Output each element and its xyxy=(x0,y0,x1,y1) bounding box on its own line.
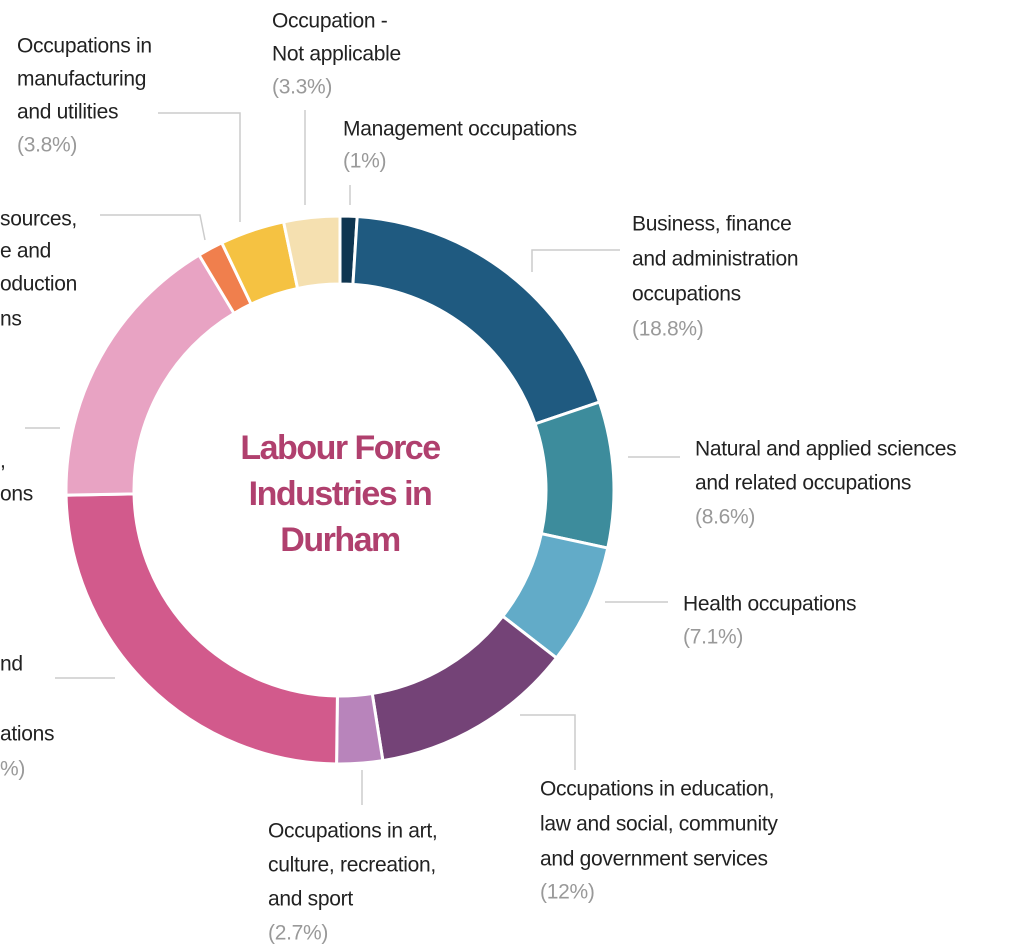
donut-slice xyxy=(370,614,559,763)
slice-label: occupations xyxy=(632,283,741,306)
slice-label: and utilities xyxy=(17,101,118,124)
leader-line xyxy=(520,714,576,770)
slice-label: Occupation - xyxy=(272,10,388,33)
value-label: (2.7%) xyxy=(268,922,328,945)
slice-label: Business, finance xyxy=(632,213,792,236)
donut-slice xyxy=(351,214,602,426)
chart-title: Labour Force Industries in Durham xyxy=(240,429,441,559)
slice-label: Health occupations xyxy=(683,593,856,616)
value-label: (8.6%) xyxy=(695,506,755,529)
slice-label: Management occupations xyxy=(343,118,577,141)
slice-label: law and social, community xyxy=(540,813,778,836)
slice-label: Not applicable xyxy=(272,43,401,66)
slice-label: ns xyxy=(0,308,22,331)
leader-line xyxy=(158,112,241,222)
slice-label: ations xyxy=(0,723,54,746)
slice-label: oduction xyxy=(0,273,77,296)
donut-slice xyxy=(64,252,237,497)
leader-line xyxy=(100,214,206,241)
value-label: (12%) xyxy=(540,881,595,904)
value-label: (3.8%) xyxy=(17,134,77,157)
donut-slice xyxy=(533,400,616,550)
slice-label: Occupations in xyxy=(17,35,152,58)
slice-label: and sport xyxy=(268,888,353,911)
slice-label: manufacturing xyxy=(17,68,146,91)
value-label: (18.8%) xyxy=(632,318,703,341)
value-label: (3.3%) xyxy=(272,76,332,99)
donut-slice xyxy=(281,214,342,291)
slice-label: ons xyxy=(0,483,33,506)
slice-label: nd xyxy=(0,653,23,676)
slice-label: , xyxy=(0,450,6,473)
slice-label: and related occupations xyxy=(695,472,911,495)
value-label: (7.1%) xyxy=(683,626,743,649)
value-label: %) xyxy=(0,758,25,781)
slice-label: and administration xyxy=(632,248,798,271)
slice-label: Occupations in art, xyxy=(268,820,437,843)
slice-label: and government services xyxy=(540,848,768,871)
slice-label: sources, xyxy=(0,208,77,231)
slice-label: Occupations in education, xyxy=(540,778,774,801)
slice-label: e and xyxy=(0,240,51,263)
value-label: (1%) xyxy=(343,150,386,173)
leader-line xyxy=(531,249,620,272)
slice-label: culture, recreation, xyxy=(268,854,436,877)
slice-label: Natural and applied sciences xyxy=(695,438,956,461)
